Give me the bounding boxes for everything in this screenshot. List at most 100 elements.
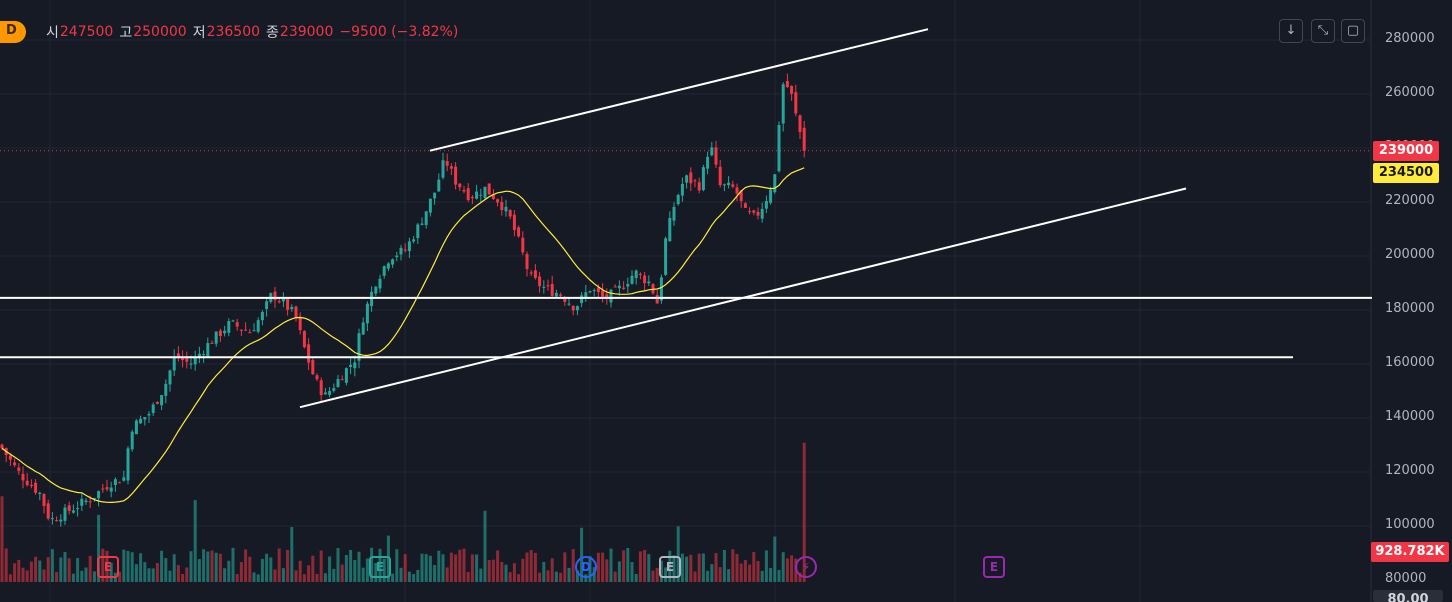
volume-bar bbox=[391, 573, 395, 582]
volume-bar bbox=[475, 554, 479, 582]
candle-body bbox=[378, 278, 382, 289]
volume-bar bbox=[403, 554, 407, 582]
earnings-event-marker[interactable]: E bbox=[659, 556, 681, 578]
symbol-badge[interactable]: D bbox=[0, 20, 28, 44]
candle-body bbox=[134, 420, 138, 435]
volume-bar bbox=[470, 554, 474, 582]
candle-body bbox=[151, 404, 155, 413]
volume-bar bbox=[617, 561, 621, 582]
candle-body bbox=[244, 329, 248, 331]
candle-body bbox=[470, 196, 474, 199]
candle-body bbox=[680, 183, 684, 196]
candle-body bbox=[214, 331, 218, 344]
volume-bar bbox=[592, 567, 596, 582]
candle-body bbox=[588, 291, 592, 293]
volume-bar bbox=[630, 562, 634, 582]
candle-body bbox=[735, 187, 739, 194]
candle-body bbox=[412, 239, 416, 242]
fullscreen-icon[interactable]: ▢ bbox=[1341, 19, 1365, 43]
volume-bar bbox=[689, 554, 693, 582]
price-tick-label: 220000 bbox=[1385, 193, 1435, 208]
volume-bar bbox=[613, 571, 617, 582]
candle-body bbox=[731, 184, 735, 187]
candle-body bbox=[777, 125, 781, 172]
news-event-marker[interactable]: ⚡ bbox=[795, 556, 817, 578]
volume-bar bbox=[596, 552, 600, 582]
volume-bar bbox=[802, 442, 806, 582]
candle-body bbox=[256, 320, 260, 332]
volume-bar bbox=[118, 571, 122, 582]
candle-body bbox=[206, 343, 210, 357]
earnings-event-marker[interactable]: E bbox=[97, 556, 119, 578]
candle-body bbox=[500, 202, 504, 210]
candle-body bbox=[592, 289, 596, 291]
candle-body bbox=[407, 241, 411, 252]
candle-body bbox=[118, 482, 122, 484]
volume-bar bbox=[46, 557, 50, 582]
volume-bar bbox=[441, 554, 445, 582]
dividend-event-marker[interactable]: D bbox=[575, 556, 597, 578]
candle-body bbox=[538, 276, 542, 287]
candle-body bbox=[336, 379, 340, 388]
volume-bar bbox=[798, 572, 802, 582]
volume-bar bbox=[731, 549, 735, 582]
volume-bar bbox=[265, 553, 269, 582]
bottom-axis-tag: 80,00 bbox=[1373, 590, 1443, 602]
volume-bar bbox=[651, 570, 655, 582]
candle-body bbox=[458, 183, 462, 188]
volume-bar bbox=[727, 569, 731, 582]
volume-bar bbox=[462, 548, 466, 582]
volume-bar bbox=[748, 564, 752, 582]
candle-body bbox=[323, 392, 327, 395]
volume-bar bbox=[554, 571, 558, 582]
candle-body bbox=[601, 290, 605, 297]
candle-body bbox=[416, 224, 420, 239]
candle-body bbox=[580, 295, 584, 304]
price-tick-label: 260000 bbox=[1385, 85, 1435, 100]
volume-bar bbox=[328, 556, 332, 582]
moving-average-line bbox=[1, 167, 805, 504]
candle-body bbox=[529, 272, 533, 274]
volume-bar bbox=[59, 557, 63, 582]
volume-bar bbox=[63, 552, 67, 582]
scroll-down-icon[interactable]: ↓ bbox=[1279, 19, 1303, 43]
collapse-icon[interactable]: ⤡ bbox=[1311, 19, 1335, 43]
candle-body bbox=[689, 172, 693, 184]
candle-body bbox=[231, 320, 235, 322]
volume-bar bbox=[664, 567, 668, 582]
candle-body bbox=[13, 462, 17, 466]
candle-body bbox=[743, 203, 747, 208]
candle-body bbox=[281, 298, 285, 302]
volume-bar bbox=[67, 558, 71, 582]
volume-bar bbox=[647, 554, 651, 582]
candle-body bbox=[727, 182, 731, 186]
candle-body bbox=[286, 298, 290, 310]
candle-body bbox=[517, 227, 521, 237]
candle-body bbox=[193, 356, 197, 365]
candle-body bbox=[794, 92, 798, 114]
volume-bar bbox=[189, 551, 193, 582]
volume-bar bbox=[626, 548, 630, 582]
volume-bar bbox=[638, 551, 642, 582]
candle-body bbox=[382, 266, 386, 276]
volume-bar bbox=[609, 548, 613, 582]
candle-body bbox=[46, 503, 50, 519]
volume-bar bbox=[256, 574, 260, 582]
volume-bar bbox=[739, 563, 743, 582]
candle-body bbox=[437, 179, 441, 192]
earnings-event-marker[interactable]: E bbox=[983, 556, 1005, 578]
candle-body bbox=[113, 479, 117, 486]
candle-body bbox=[160, 395, 164, 406]
candle-body bbox=[109, 487, 113, 492]
candle-body bbox=[403, 249, 407, 251]
volume-bar bbox=[584, 574, 588, 582]
volume-bar bbox=[563, 552, 567, 582]
volume-bar bbox=[521, 558, 525, 582]
price-tick-label: 160000 bbox=[1385, 355, 1435, 370]
earnings-event-marker[interactable]: E bbox=[369, 556, 391, 578]
volume-bar bbox=[697, 553, 701, 582]
candle-body bbox=[609, 289, 613, 303]
candle-body bbox=[101, 488, 105, 490]
